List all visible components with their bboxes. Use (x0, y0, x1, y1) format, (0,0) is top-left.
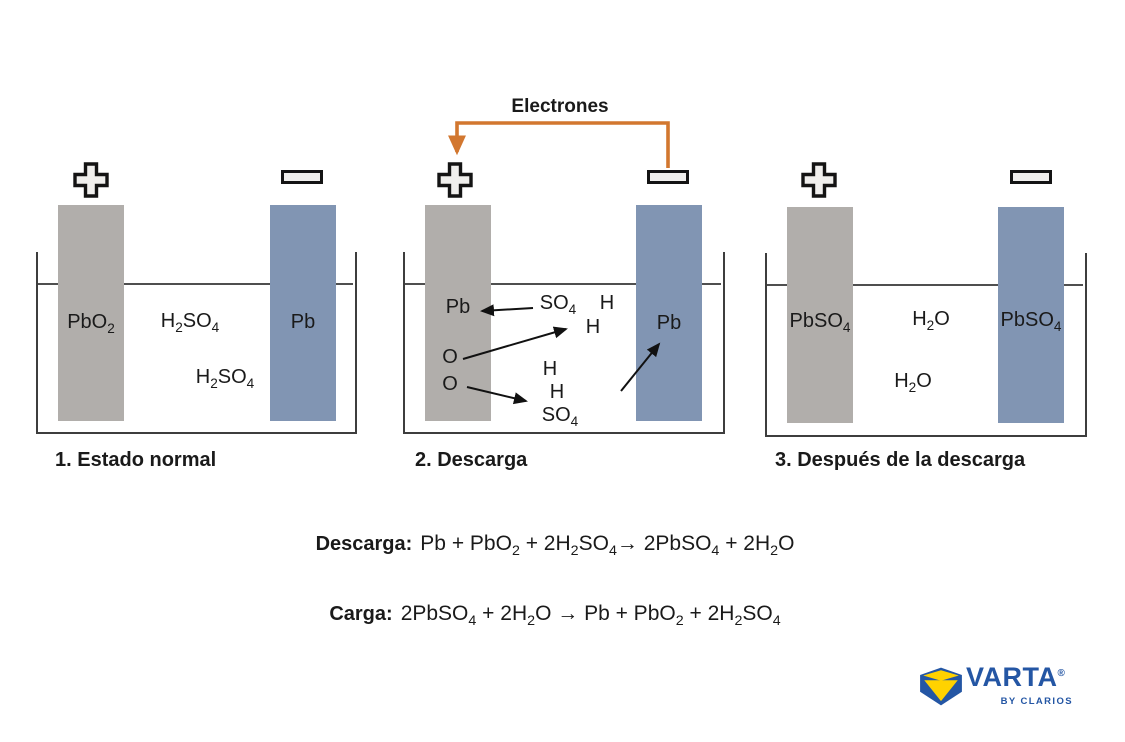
discharge-equation-label: Descarga: (315, 533, 413, 555)
ion-label-so4: SO4 (541, 404, 579, 429)
negative-electrode-label: PbSO4 (1000, 309, 1062, 334)
charge-equation-formula: 2PbSO4 + 2H2O → Pb + PbO2 + 2H2SO4 (400, 602, 781, 630)
electrolyte-level-line (767, 284, 1083, 286)
varta-logo-text: VARTA® (966, 662, 1066, 692)
charge-equation: Carga: 2PbSO4 + 2H2O → Pb + PbO2 + 2H2SO4 (205, 602, 905, 630)
varta-byline: BY CLARIOS (1000, 696, 1073, 707)
electrolyte-level-line (38, 283, 353, 285)
positive-terminal-icon (73, 162, 109, 198)
varta-logo-icon (920, 667, 962, 706)
positive-terminal-icon (437, 162, 473, 198)
ion-label-h: H (549, 381, 565, 403)
electrolyte-label: H2O (894, 370, 932, 395)
negative-electrode-label: Pb (290, 311, 316, 333)
registered-mark: ® (1057, 668, 1066, 679)
charge-equation-label: Carga: (329, 603, 393, 625)
electrolyte-label: H2SO4 (160, 310, 220, 335)
ion-label-h: H (542, 358, 558, 380)
negative-electrode (270, 205, 336, 421)
negative-terminal-icon (647, 170, 689, 184)
positive-electrode-label: PbSO4 (789, 310, 851, 335)
ion-label-so4: SO4 (539, 292, 577, 317)
positive-electrode (425, 205, 491, 421)
beaker (36, 252, 357, 434)
positive-electrode-label: Pb (445, 296, 471, 318)
cell-caption: 3. Después de la descarga (775, 449, 1026, 471)
discharge-equation-formula: Pb + PbO2 + 2H2SO4→ 2PbSO4 + 2H2O (420, 532, 795, 560)
negative-terminal-icon (1010, 170, 1052, 184)
discharge-equation: Descarga: Pb + PbO2 + 2H2SO4→ 2PbSO4 + 2H… (205, 532, 905, 560)
ion-label-h: H (585, 316, 601, 338)
ion-label-o: O (442, 373, 458, 395)
ion-label-h: H (599, 292, 615, 314)
beaker (403, 252, 725, 434)
negative-electrode (998, 207, 1064, 423)
beaker (765, 253, 1087, 437)
positive-terminal-icon (801, 162, 837, 198)
cell-caption: 2. Descarga (415, 449, 528, 471)
negative-electrode-label: Pb (656, 312, 682, 334)
electrolyte-level-line (405, 283, 721, 285)
positive-electrode (58, 205, 124, 421)
negative-terminal-icon (281, 170, 323, 184)
electron-flow-label: Electrones (511, 96, 609, 117)
electrolyte-label: H2O (912, 308, 950, 333)
cell-caption: 1. Estado normal (55, 449, 217, 471)
positive-electrode (787, 207, 853, 423)
electron-wire (448, 121, 670, 168)
electrolyte-label: H2SO4 (195, 366, 255, 391)
positive-electrode-label: PbO2 (67, 311, 115, 336)
ion-label-o: O (442, 346, 458, 368)
